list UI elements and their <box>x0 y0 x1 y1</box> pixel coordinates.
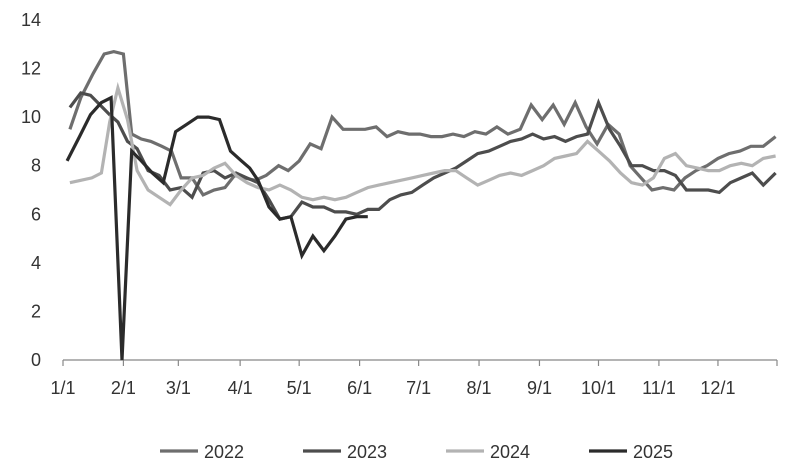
x-tick-label: 1/1 <box>50 378 75 398</box>
x-tick-label: 7/1 <box>406 378 431 398</box>
y-tick-label: 10 <box>21 107 41 127</box>
series-line-2025 <box>65 95 368 361</box>
x-tick-label: 11/1 <box>642 378 676 398</box>
y-tick-label: 12 <box>21 59 41 79</box>
legend-label: 2022 <box>204 442 244 462</box>
series-lines <box>65 49 777 361</box>
series-line-2023 <box>68 91 777 221</box>
x-tick-label: 2/1 <box>111 378 136 398</box>
x-tick-label: 5/1 <box>287 378 312 398</box>
legend-label: 2023 <box>347 442 387 462</box>
x-tick-label: 12/1 <box>700 378 735 398</box>
x-tick-label: 3/1 <box>166 378 191 398</box>
legend: 2022 2023 2024 2025 <box>160 442 673 462</box>
x-tick-label: 9/1 <box>527 378 552 398</box>
y-tick-label: 4 <box>31 253 41 273</box>
x-tick-label: 10/1 <box>581 378 616 398</box>
y-axis-tick-labels: 0 2 4 6 8 10 12 14 <box>21 10 41 370</box>
x-axis-tick-labels: 1/1 2/1 3/1 4/1 5/1 6/1 7/1 8/1 9/1 10/1 11/1 12/1 <box>50 378 735 398</box>
series-line-2024 <box>69 81 776 207</box>
series-line-2022 <box>68 49 777 197</box>
legend-label: 2024 <box>490 442 530 462</box>
legend-label: 2025 <box>633 442 673 462</box>
x-tick-label: 4/1 <box>228 378 253 398</box>
x-tick-label: 6/1 <box>347 378 372 398</box>
x-tick-label: 8/1 <box>467 378 492 398</box>
y-tick-label: 2 <box>31 301 41 321</box>
y-tick-label: 8 <box>31 156 41 176</box>
x-axis-ticks <box>62 360 778 366</box>
y-tick-label: 0 <box>31 350 41 370</box>
y-tick-label: 14 <box>21 10 41 30</box>
y-tick-label: 6 <box>31 204 41 224</box>
